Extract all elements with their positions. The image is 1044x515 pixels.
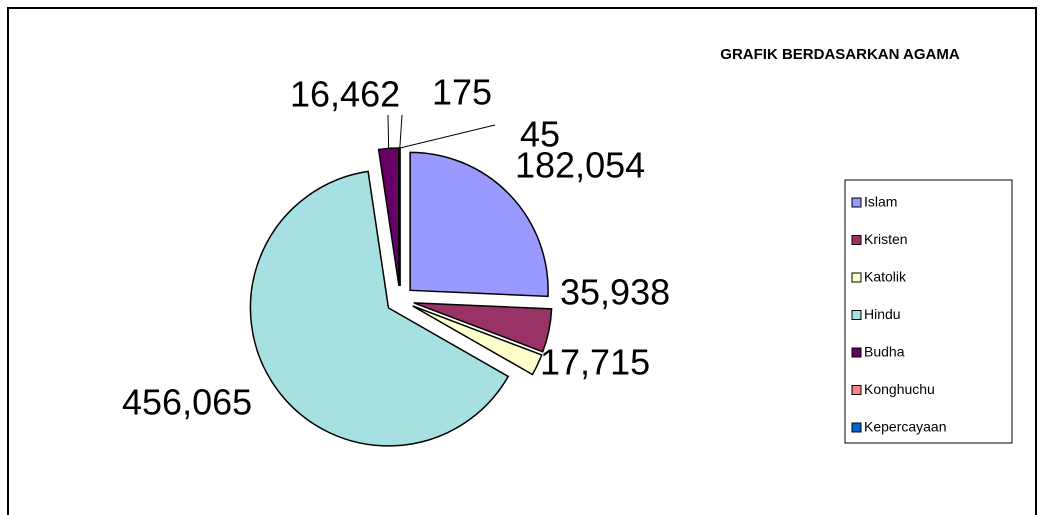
value-label: 35,938 [560, 272, 670, 313]
legend-swatch [851, 347, 862, 358]
legend-label: Katolik [864, 269, 907, 285]
leader-line [399, 114, 403, 149]
pie-slice [412, 305, 543, 376]
leader-line [399, 124, 496, 149]
legend-label: Islam [864, 194, 897, 210]
value-label: 16,462 [290, 74, 400, 115]
legend-swatch [851, 272, 862, 283]
legend-swatch [851, 422, 862, 433]
value-label: 456,065 [122, 382, 252, 423]
legend-label: Kepercayaan [864, 419, 947, 435]
legend-swatch [851, 197, 862, 208]
pie-slice [413, 302, 553, 353]
pie-slice [409, 151, 549, 298]
legend-label: Budha [864, 344, 905, 360]
legend-swatch [851, 385, 862, 395]
legend-label: Hindu [864, 306, 901, 322]
chart-title: GRAFIK BERDASARKAN AGAMA [720, 46, 960, 63]
pie-slice [249, 170, 510, 447]
value-label: 17,715 [540, 342, 650, 383]
legend-label: Kristen [864, 231, 908, 247]
chart-border [7, 7, 1037, 515]
value-label: 45 [520, 114, 560, 155]
legend-swatch [851, 235, 862, 245]
legend-label: Konghuchu [864, 381, 935, 397]
value-label: 182,054 [515, 145, 645, 186]
value-label: 175 [432, 72, 492, 113]
legend-box [844, 179, 1013, 444]
legend-swatch [851, 310, 862, 320]
pie-slice [377, 147, 400, 287]
leader-line [387, 114, 390, 149]
